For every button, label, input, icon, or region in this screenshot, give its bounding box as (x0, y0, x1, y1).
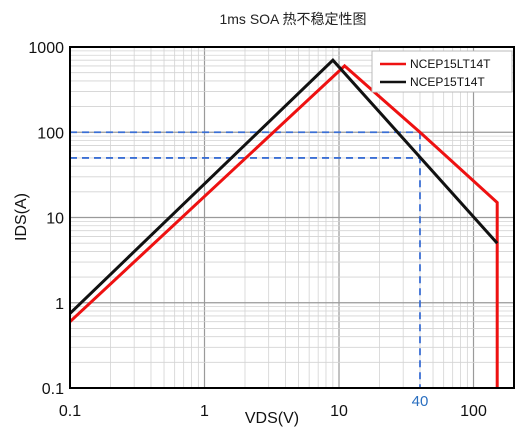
chart-title: 1ms SOA 热不稳定性图 (219, 11, 366, 27)
legend-label-ncep15lt14t: NCEP15LT14T (410, 57, 491, 71)
tick-labels: 0.1 1 10 100 0.1 1 10 100 1000 (28, 40, 487, 420)
legend-box (371, 50, 513, 93)
y-tick-label: 0.1 (42, 381, 64, 398)
series-line-ncep15t14t (68, 58, 499, 315)
y-axis-label: IDS(A) (13, 193, 30, 241)
reference-value-label: 40 (412, 393, 429, 410)
y-tick-label: 10 (46, 211, 64, 228)
series-line-ncep15lt14t (68, 63, 499, 388)
x-tick-label: 1 (200, 403, 209, 420)
y-tick-label: 1000 (28, 40, 64, 57)
plot-frame (69, 46, 515, 389)
legend: NCEP15LT14T NCEP15T14T (371, 50, 513, 93)
x-tick-label: 100 (460, 403, 487, 420)
grid (69, 46, 515, 389)
y-tick-label: 100 (37, 125, 64, 142)
x-tick-label: 10 (330, 403, 348, 420)
legend-label-ncep15t14t: NCEP15T14T (410, 75, 485, 89)
x-tick-label: 0.1 (59, 403, 81, 420)
y-tick-label: 1 (55, 296, 64, 313)
x-axis-label: VDS(V) (245, 410, 299, 427)
series-lines (68, 58, 499, 388)
